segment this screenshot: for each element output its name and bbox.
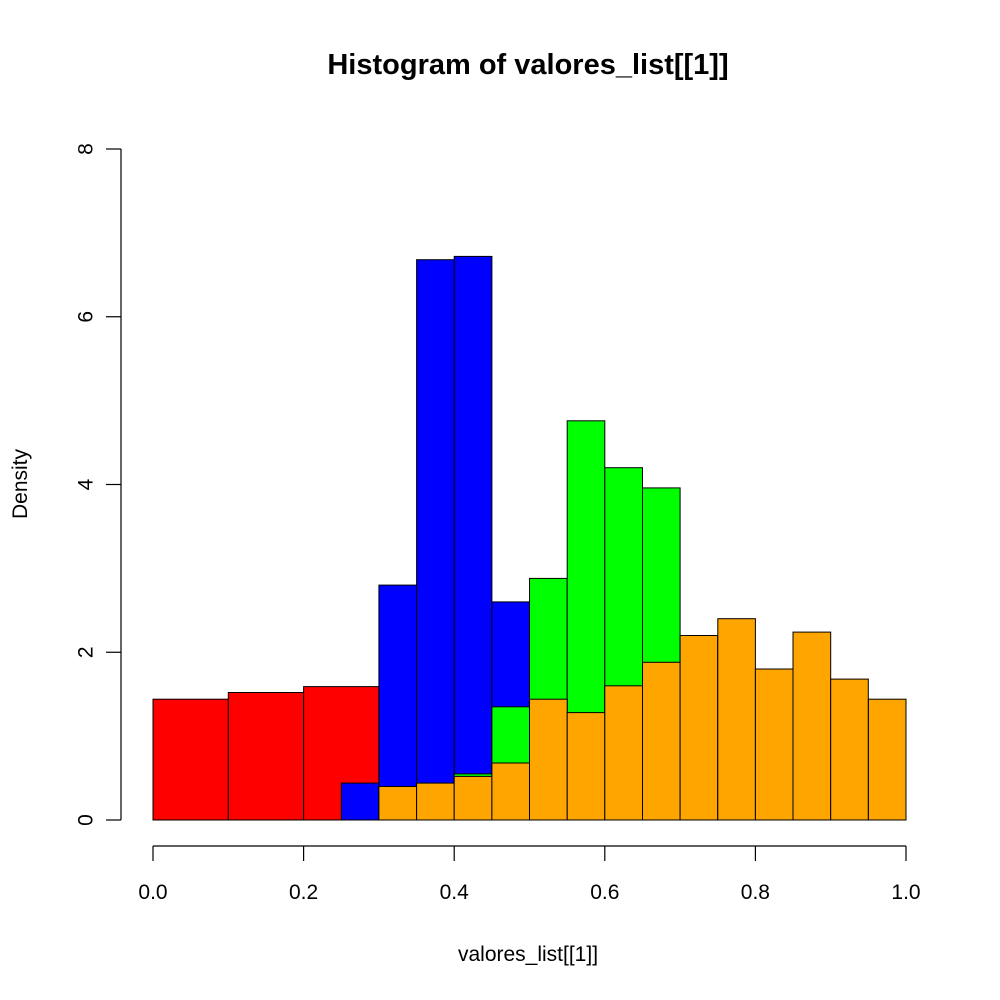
bar-orange-7 bbox=[642, 661, 681, 821]
bars-layer bbox=[152, 255, 907, 821]
y-tick-label-3: 6 bbox=[74, 311, 97, 323]
chart-title: Histogram of valores_list[[1]] bbox=[327, 49, 728, 81]
bar-orange-3 bbox=[491, 762, 530, 821]
x-axis: 0.0 0.2 0.4 0.6 0.8 1.0 bbox=[138, 845, 921, 904]
bar-red-1 bbox=[227, 692, 305, 821]
x-tick-label-0: 0.0 bbox=[138, 881, 167, 904]
bar-orange-2 bbox=[453, 775, 493, 821]
bar-blue-2 bbox=[416, 259, 455, 821]
x-tick-label-3: 0.6 bbox=[590, 881, 619, 904]
x-axis-label: valores_list[[1]] bbox=[458, 943, 598, 966]
bar-orange-1 bbox=[416, 782, 455, 821]
y-tick-label-4: 8 bbox=[74, 143, 97, 155]
x-tick-label-4: 0.8 bbox=[741, 881, 770, 904]
bar-orange-12 bbox=[830, 678, 869, 821]
bar-red-0 bbox=[152, 698, 229, 821]
x-tick-label-2: 0.4 bbox=[440, 881, 470, 904]
x-tick-label-5: 1.0 bbox=[891, 881, 920, 904]
bar-blue-3 bbox=[453, 255, 493, 821]
bar-blue-0 bbox=[340, 782, 380, 821]
y-axis-label: Density bbox=[9, 448, 32, 519]
y-tick-label-2: 4 bbox=[74, 478, 97, 490]
bar-orange-5 bbox=[566, 712, 606, 821]
y-tick-label-0: 0 bbox=[74, 814, 97, 826]
bar-orange-8 bbox=[679, 635, 719, 821]
bar-orange-13 bbox=[867, 698, 907, 821]
bar-orange-6 bbox=[604, 685, 643, 821]
bar-orange-11 bbox=[792, 631, 832, 821]
y-axis: 0 2 4 6 8 bbox=[74, 143, 122, 826]
bar-orange-4 bbox=[529, 698, 568, 821]
y-tick-label-1: 2 bbox=[74, 646, 97, 658]
bar-orange-9 bbox=[717, 618, 756, 821]
x-tick-label-1: 0.2 bbox=[289, 881, 318, 904]
bar-blue-1 bbox=[378, 584, 418, 821]
bar-orange-10 bbox=[754, 668, 794, 821]
bar-orange-0 bbox=[378, 786, 418, 821]
